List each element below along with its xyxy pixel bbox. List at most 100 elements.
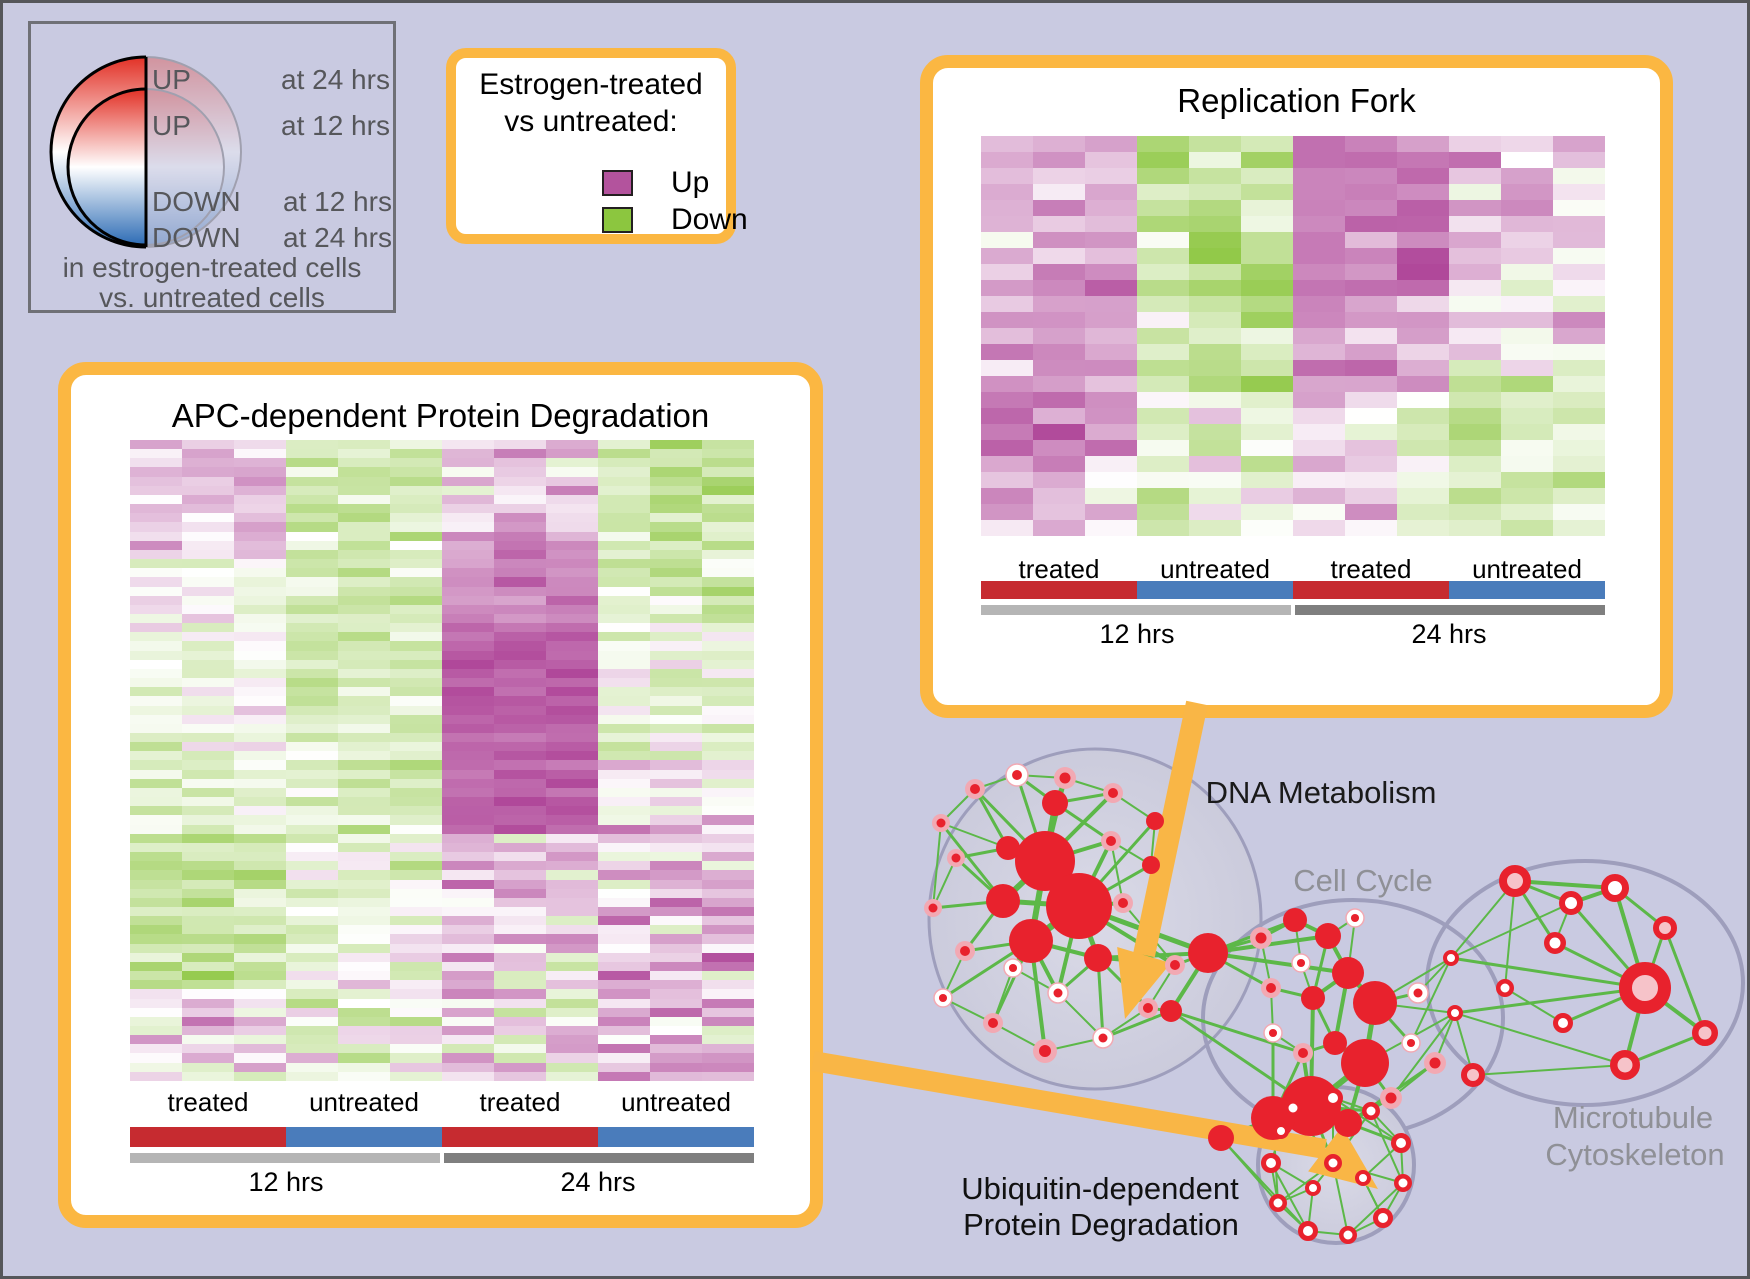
- heatmap-cell: [1241, 328, 1293, 344]
- heatmap-row: [981, 440, 1605, 456]
- heatmap-cell: [494, 742, 546, 752]
- heatmap-cell: [234, 687, 286, 697]
- heatmap-cell: [1449, 152, 1501, 168]
- heatmap-cell: [1345, 264, 1397, 280]
- heatmap-cell: [494, 1035, 546, 1045]
- network-edge: [1504, 880, 1516, 989]
- heatmap-cell: [1189, 408, 1241, 424]
- heatmap-row: [130, 668, 754, 679]
- heatmap-cell: [130, 824, 182, 834]
- heatmap-cell: [130, 1062, 182, 1072]
- heatmap-cell: [702, 934, 754, 944]
- network-edge: [1277, 1202, 1309, 1232]
- heatmap-cell: [702, 797, 754, 807]
- heatmap-cell: [650, 934, 702, 944]
- heatmap-cell: [442, 467, 494, 477]
- heatmap-cell: [702, 787, 754, 798]
- heatmap-cell: [338, 705, 390, 715]
- network-edge: [939, 821, 1005, 903]
- network-edge: [1400, 1142, 1404, 1184]
- heatmap-cell: [182, 678, 234, 688]
- heatmap-cell: [1241, 296, 1293, 312]
- heatmap-cell: [650, 632, 702, 642]
- network-node: [1054, 767, 1076, 789]
- heatmap-cell: [598, 961, 650, 972]
- heatmap-cell: [390, 1053, 442, 1063]
- heatmap-cell: [442, 824, 494, 834]
- heatmap-cell: [390, 842, 442, 853]
- network-edge: [1277, 1187, 1314, 1204]
- down-label: Down: [671, 203, 748, 236]
- heatmap-cell: [494, 888, 546, 898]
- heatmap-cell: [390, 760, 442, 770]
- heatmap-row: [130, 852, 754, 862]
- heatmap-cell: [286, 1053, 338, 1063]
- heatmap-cell: [182, 476, 234, 486]
- heatmap-cell: [442, 705, 494, 715]
- network-edge: [1122, 902, 1176, 966]
- heatmap-cell: [1033, 280, 1085, 296]
- heatmap-cell: [1345, 216, 1397, 232]
- heatmap-cell: [981, 360, 1033, 376]
- network-edge: [1309, 996, 1315, 1108]
- heatmap-cell: [546, 971, 598, 981]
- heatmap-cell: [598, 833, 650, 843]
- heatmap-cell: [234, 815, 286, 825]
- heatmap-cell: [390, 659, 442, 669]
- heatmap-cell: [1397, 216, 1449, 232]
- network-node: [1042, 790, 1068, 816]
- heatmap-cell: [1085, 344, 1137, 360]
- heatmap-cell: [338, 623, 390, 633]
- cluster-label: Cytoskeleton: [1545, 1137, 1724, 1172]
- heatmap-cell: [234, 458, 286, 468]
- network-node: [1401, 1033, 1421, 1053]
- heatmap-row: [130, 504, 754, 514]
- heatmap-cell: [130, 815, 182, 825]
- network-node-core: [936, 818, 946, 828]
- heatmap-cell: [1553, 328, 1605, 344]
- heatmap-cell: [650, 678, 702, 688]
- network-node: [1301, 986, 1325, 1010]
- heatmap-cell: [182, 769, 234, 779]
- treatment-color-bar: [1137, 581, 1293, 599]
- heatmap-cell: [494, 641, 546, 651]
- treatment-color-bar: [286, 1127, 442, 1147]
- heatmap-row: [981, 376, 1605, 392]
- heatmap-cell: [338, 687, 390, 697]
- heatmap-cell: [286, 1062, 338, 1072]
- heatmap-cell: [1501, 360, 1553, 376]
- heatmap-cell: [494, 1071, 546, 1081]
- heatmap-cell: [546, 751, 598, 761]
- heatmap-cell: [182, 458, 234, 468]
- network-node: [1653, 916, 1677, 940]
- heatmap-cell: [598, 1016, 650, 1026]
- heatmap-cell: [702, 485, 754, 495]
- network-edge: [1347, 1182, 1404, 1236]
- heatmap-cell: [338, 842, 390, 853]
- heatmap-cell: [390, 623, 442, 633]
- heatmap-cell: [1085, 376, 1137, 392]
- network-edge: [1346, 1121, 1403, 1145]
- heatmap-cell: [442, 797, 494, 807]
- heatmap-cell: [702, 650, 754, 660]
- heatmap-cell: [1449, 184, 1501, 200]
- heatmap-row: [981, 280, 1605, 296]
- network-node: [1355, 1170, 1371, 1186]
- heatmap-row: [130, 897, 754, 907]
- heatmap-cell: [182, 815, 234, 825]
- network-edge: [1269, 1102, 1315, 1122]
- network-edge: [1272, 1117, 1279, 1204]
- heatmap-cell: [182, 687, 234, 697]
- heatmap-cell: [650, 842, 702, 853]
- heatmap-cell: [1397, 232, 1449, 248]
- heatmap-cell: [702, 769, 754, 779]
- heatmap-cell: [1501, 184, 1553, 200]
- heatmap-cell: [1033, 248, 1085, 264]
- heatmap-cell: [286, 943, 338, 953]
- heatmap-cell: [1345, 376, 1397, 392]
- network-edge: [1280, 1130, 1334, 1164]
- heatmap-cell: [390, 925, 442, 935]
- heatmap-cell: [1345, 424, 1397, 440]
- heatmap-cell: [234, 833, 286, 843]
- heatmap-cell: [1137, 424, 1189, 440]
